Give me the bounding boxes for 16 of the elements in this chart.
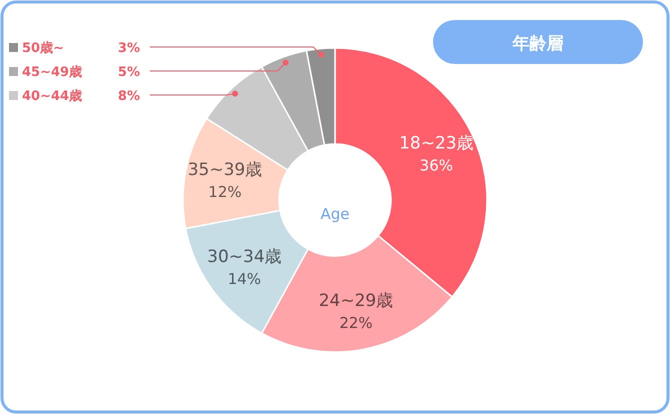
text: Age [320, 205, 350, 223]
data-label: 12% [208, 183, 242, 202]
data-label: 36% [420, 156, 454, 174]
data-label: 5% [118, 65, 140, 80]
data-label: 3% [118, 41, 140, 56]
data-label: 22% [339, 314, 373, 332]
data-label: 14% [228, 270, 262, 288]
slice-label: 35~39歳 [188, 160, 262, 180]
slice-label: 18~23歳 [399, 133, 474, 154]
text: 年齢層 [512, 34, 564, 54]
legend-label: 45~49歳 [22, 65, 82, 80]
data-label: 8% [118, 89, 140, 104]
legend-label: 40~44歳 [22, 89, 82, 104]
legend-label: 50歳~ [22, 41, 64, 56]
slice-label: 30~34歳 [207, 246, 282, 267]
slice-label: 24~29歳 [318, 291, 394, 312]
